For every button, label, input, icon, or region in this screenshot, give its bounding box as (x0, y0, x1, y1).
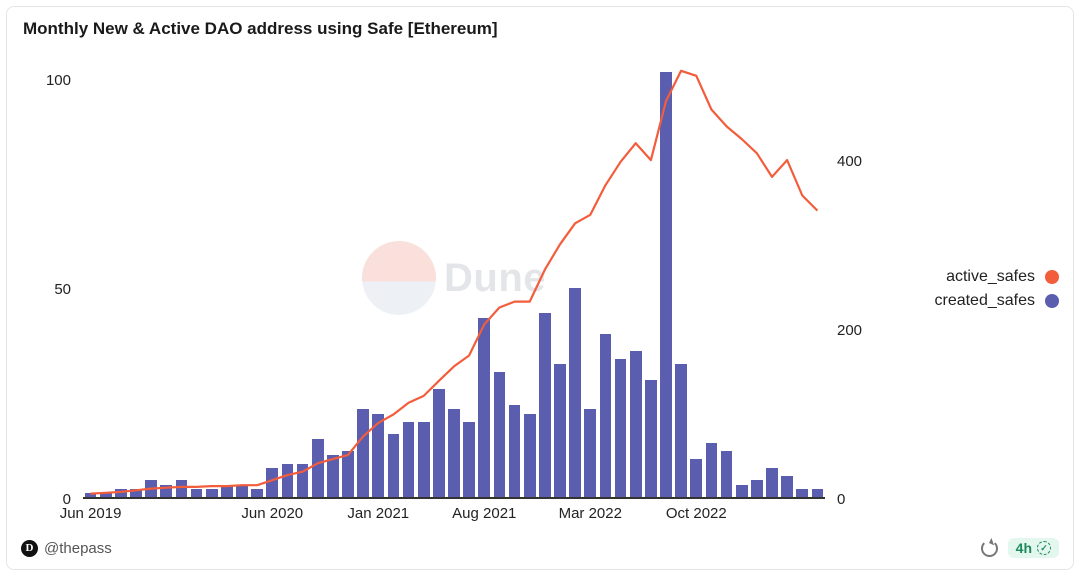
legend-label: created_safes (934, 292, 1035, 310)
legend-item-active-safes[interactable]: active_safes (899, 268, 1059, 286)
y-axis-right: 0200400 (829, 59, 895, 499)
y-left-tick: 100 (46, 72, 71, 89)
x-axis: Jun 2019Jun 2020Jan 2021Aug 2021Mar 2022… (83, 501, 825, 531)
refresh-badge[interactable]: 4h ✓ (1008, 538, 1059, 558)
y-right-tick: 200 (837, 322, 862, 339)
legend-item-created-safes[interactable]: created_safes (899, 292, 1059, 310)
x-tick: Jun 2019 (60, 505, 122, 522)
author-avatar-icon: D (21, 540, 38, 557)
chart-card: Monthly New & Active DAO address using S… (6, 6, 1074, 570)
x-tick: Oct 2022 (666, 505, 727, 522)
card-footer: D @thepass 4h ✓ (21, 535, 1059, 561)
y-axis-left: 050100 (21, 59, 79, 499)
line-series[interactable] (91, 71, 818, 494)
plot-wrap: 050100 Dune 0200400 Jun 2019Jun 2020Jan … (21, 47, 1059, 531)
x-tick: Jan 2021 (347, 505, 409, 522)
y-left-tick: 50 (54, 281, 71, 298)
chart-title: Monthly New & Active DAO address using S… (23, 19, 1059, 39)
legend: active_safes created_safes (899, 262, 1059, 316)
plot-area: Dune (83, 59, 825, 499)
x-tick: Mar 2022 (559, 505, 622, 522)
y-right-tick: 400 (837, 153, 862, 170)
refresh-age: 4h (1016, 540, 1032, 556)
author-link[interactable]: D @thepass (21, 540, 112, 557)
x-tick: Aug 2021 (452, 505, 516, 522)
line-layer (83, 59, 825, 497)
legend-swatch-icon (1045, 270, 1059, 284)
x-tick: Jun 2020 (241, 505, 303, 522)
legend-swatch-icon (1045, 294, 1059, 308)
author-handle: @thepass (44, 540, 112, 557)
check-icon: ✓ (1037, 541, 1051, 555)
y-right-tick: 0 (837, 491, 845, 508)
legend-label: active_safes (946, 268, 1035, 286)
refresh-icon[interactable] (981, 540, 998, 557)
